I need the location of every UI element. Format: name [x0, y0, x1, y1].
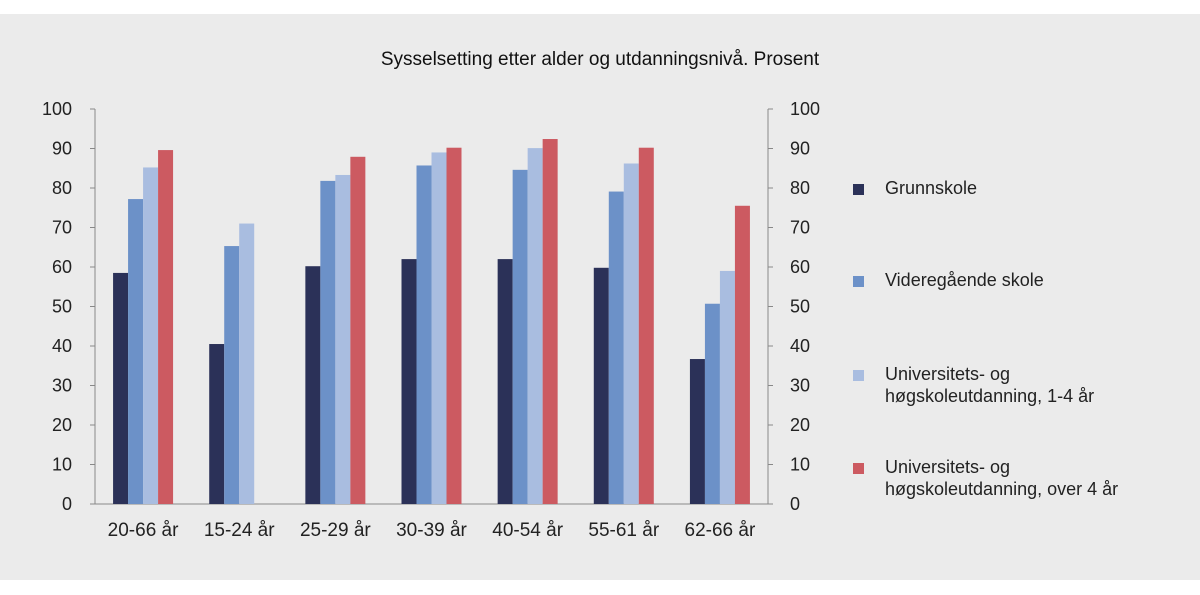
- bar: [143, 167, 159, 504]
- right-tick-label: 40: [790, 336, 810, 356]
- legend-swatch: [853, 276, 864, 287]
- bar: [704, 303, 720, 504]
- left-tick-label: 70: [52, 218, 72, 238]
- bar: [416, 165, 432, 505]
- left-tick-label: 0: [62, 494, 72, 514]
- bar: [446, 147, 462, 504]
- legend-swatch: [853, 370, 864, 381]
- category-label: 25-29 år: [300, 520, 371, 541]
- bar: [431, 152, 447, 504]
- bar: [689, 359, 705, 504]
- category-label: 15-24 år: [204, 520, 275, 541]
- right-tick-label: 100: [790, 99, 820, 119]
- category-label: 40-54 år: [492, 520, 563, 541]
- right-y-axis: 0 10 20 30 40 50 60 70 80 90 100: [767, 99, 820, 514]
- left-tick-label: 40: [52, 336, 72, 356]
- bar: [401, 259, 417, 504]
- bar: [209, 344, 225, 504]
- legend-label: Videregående skole: [885, 270, 1044, 290]
- category-label: 30-39 år: [396, 520, 467, 541]
- bar: [542, 139, 558, 504]
- bars-group: [113, 139, 750, 505]
- bar: [734, 205, 750, 504]
- category-label: 55-61 år: [588, 520, 659, 541]
- legend-swatch: [853, 463, 864, 474]
- right-tick-label: 90: [790, 139, 810, 159]
- bar: [350, 156, 366, 505]
- right-tick-label: 80: [790, 178, 810, 198]
- bar: [638, 147, 654, 504]
- legend-label: Grunnskole: [885, 178, 977, 198]
- legend-swatch: [853, 184, 864, 195]
- left-tick-label: 90: [52, 139, 72, 159]
- bar: [224, 246, 240, 504]
- bar: [128, 199, 144, 504]
- legend-label: Universitets- og: [885, 364, 1010, 384]
- legend-label: Universitets- og: [885, 457, 1010, 477]
- chart-svg: Sysselsetting etter alder og utdanningsn…: [42, 49, 1118, 541]
- right-tick-label: 20: [790, 415, 810, 435]
- bar: [512, 169, 528, 504]
- right-tick-label: 10: [790, 455, 810, 475]
- bar: [593, 267, 609, 504]
- bar: [608, 191, 624, 504]
- bar: [497, 259, 513, 504]
- right-tick-label: 70: [790, 218, 810, 238]
- legend: Grunnskole Videregående skole Universitets…: [853, 178, 1118, 499]
- left-tick-label: 100: [42, 99, 72, 119]
- bar: [719, 270, 735, 504]
- left-tick-label: 10: [52, 455, 72, 475]
- bar: [239, 223, 255, 505]
- bar: [113, 272, 129, 504]
- right-tick-label: 60: [790, 257, 810, 277]
- bar: [320, 180, 336, 504]
- right-tick-label: 0: [790, 494, 800, 514]
- category-label: 20-66 år: [108, 520, 179, 541]
- bar: [623, 163, 639, 504]
- left-tick-label: 80: [52, 178, 72, 198]
- legend-label: høgskoleutdanning, 1-4 år: [885, 386, 1094, 406]
- bar: [158, 150, 174, 504]
- legend-label: høgskoleutdanning, over 4 år: [885, 479, 1118, 499]
- left-tick-label: 60: [52, 257, 72, 277]
- bar: [527, 148, 543, 505]
- left-y-axis: 0 10 20 30 40 50 60 70 80 90 100: [42, 99, 768, 514]
- left-tick-label: 20: [52, 415, 72, 435]
- category-label: 62-66 år: [685, 520, 756, 541]
- category-labels: 20-66 år 15-24 år 25-29 år 30-39 år 40-54 år…: [108, 520, 756, 541]
- left-tick-label: 50: [52, 297, 72, 317]
- right-tick-label: 50: [790, 297, 810, 317]
- left-tick-label: 30: [52, 376, 72, 396]
- bar: [305, 266, 321, 504]
- chart-panel: Sysselsetting etter alder og utdanningsn…: [0, 14, 1200, 580]
- right-tick-label: 30: [790, 376, 810, 396]
- chart-title: Sysselsetting etter alder og utdanningsn…: [381, 49, 820, 70]
- bar: [335, 174, 351, 504]
